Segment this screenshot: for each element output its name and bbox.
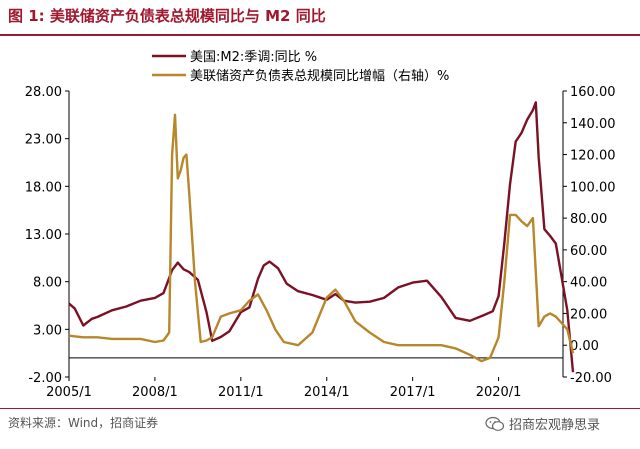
right-tick-label: 20.00 <box>570 307 607 322</box>
right-tick-label: -20.00 <box>570 371 612 386</box>
legend-label-m2: 美国:M2:季调:同比 % <box>190 50 317 65</box>
chart-area: 28.00 23.00 18.00 13.00 8.00 3.00 -2.00 160.00 1… <box>25 50 616 400</box>
left-tick-label: 3.00 <box>33 323 62 338</box>
series-line-m2 <box>68 101 575 373</box>
right-tick-label: 120.00 <box>570 149 616 164</box>
watermark-text: 招商宏观静思录 <box>509 418 601 433</box>
right-tick-label: 0.00 <box>570 339 599 354</box>
right-tick-label: 80.00 <box>570 212 607 227</box>
legend-label-fed-balance-sheet: 美联储资产负债表总规模同比增幅（右轴）% <box>190 69 449 84</box>
chart-title: 图 1: 美联储资产负债表总规模同比与 M2 同比 <box>8 7 326 25</box>
left-tick-label: 18.00 <box>25 180 62 195</box>
right-tick-label: 100.00 <box>570 180 616 195</box>
title-divider <box>0 34 640 36</box>
left-tick-label: 28.00 <box>25 85 62 100</box>
x-tick-label: 2020/1 <box>476 385 522 400</box>
x-tick-label: 2005/1 <box>46 385 92 400</box>
wechat-icon <box>485 416 505 431</box>
source-divider <box>0 408 640 409</box>
series-line-fed-balance-sheet <box>68 113 575 363</box>
right-tick-label: 160.00 <box>570 85 616 100</box>
x-tick-label: 2014/1 <box>304 385 350 400</box>
source-note: 资料来源：Wind，招商证券 <box>8 416 159 430</box>
left-tick-label: 13.00 <box>25 228 62 243</box>
x-tick-label: 2011/1 <box>218 385 264 400</box>
x-tick-label: 2017/1 <box>390 385 436 400</box>
right-tick-label: 60.00 <box>570 244 607 259</box>
left-tick-label: 23.00 <box>25 133 62 148</box>
x-tick-label: 2008/1 <box>132 385 178 400</box>
watermark: 招商宏观静思录 <box>485 414 600 433</box>
left-tick-label: -2.00 <box>28 371 62 386</box>
right-tick-label: 40.00 <box>570 276 607 291</box>
left-tick-label: 8.00 <box>33 276 62 291</box>
right-tick-label: 140.00 <box>570 117 616 132</box>
